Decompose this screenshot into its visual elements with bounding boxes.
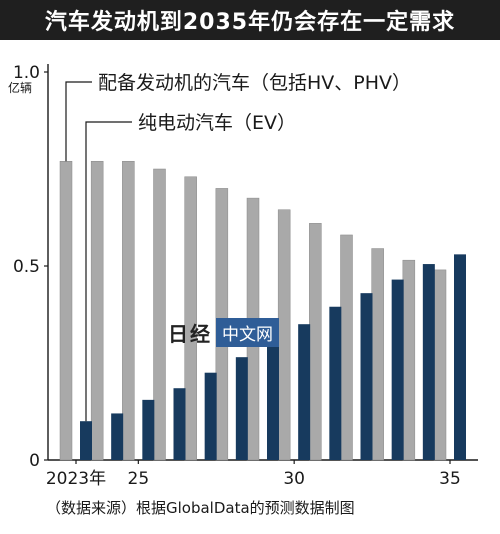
- ev-bar: [235, 357, 248, 460]
- ev-bar: [391, 279, 404, 460]
- ev-bar: [360, 293, 373, 460]
- legend-callout-ev: [85, 121, 132, 422]
- x-tick-label: 30: [283, 469, 305, 489]
- ev-bar: [329, 306, 342, 460]
- source-note: （数据来源）根据GlobalData的预测数据制图: [46, 499, 355, 517]
- engine-bar: [59, 160, 73, 461]
- engine-bar: [153, 168, 166, 461]
- legend-callout-engine: [65, 81, 92, 162]
- y-tick-label: 0.5: [13, 257, 40, 277]
- engine-bar: [277, 209, 291, 461]
- ev-bar: [173, 388, 186, 460]
- x-tick-label: 35: [439, 469, 461, 489]
- engine-bar: [122, 160, 135, 461]
- engine-bar: [433, 269, 447, 461]
- chart-title: 汽车发动机到2035年仍会存在一定需求: [0, 0, 500, 40]
- x-tick-label: 25: [128, 469, 150, 489]
- legend-label-ev: 纯电动汽车（EV）: [138, 112, 296, 134]
- ev-bar: [267, 341, 279, 460]
- ev-bar: [422, 264, 435, 460]
- engine-bar: [340, 234, 353, 461]
- engine-bar: [402, 259, 416, 461]
- ev-bar: [204, 372, 217, 460]
- watermark: 日经 中文网: [168, 318, 279, 347]
- chart-plot: 0 0.5 1.0亿辆 2023年 25 30 35 配备发动机的汽车（包括HV、PHV） 纯电…: [8, 63, 478, 489]
- y-tick-label: 0: [29, 451, 40, 471]
- ev-bar: [454, 254, 466, 460]
- engine-bar: [90, 160, 104, 461]
- y-tick-label: 1.0: [13, 63, 40, 83]
- y-unit-label: 亿辆: [8, 80, 32, 95]
- watermark-logo: 日经: [168, 322, 212, 346]
- ev-bar: [111, 413, 124, 460]
- engine-bar: [184, 176, 197, 461]
- watermark-box: 中文网: [216, 318, 279, 347]
- engine-bar: [371, 248, 384, 461]
- x-tick-label: 2023年: [46, 469, 106, 489]
- ev-bar: [80, 421, 92, 460]
- legend-label-engine: 配备发动机的汽车（包括HV、PHV）: [98, 72, 411, 94]
- engine-bar: [309, 223, 322, 461]
- ev-bar: [142, 399, 155, 460]
- ev-bar: [298, 324, 311, 460]
